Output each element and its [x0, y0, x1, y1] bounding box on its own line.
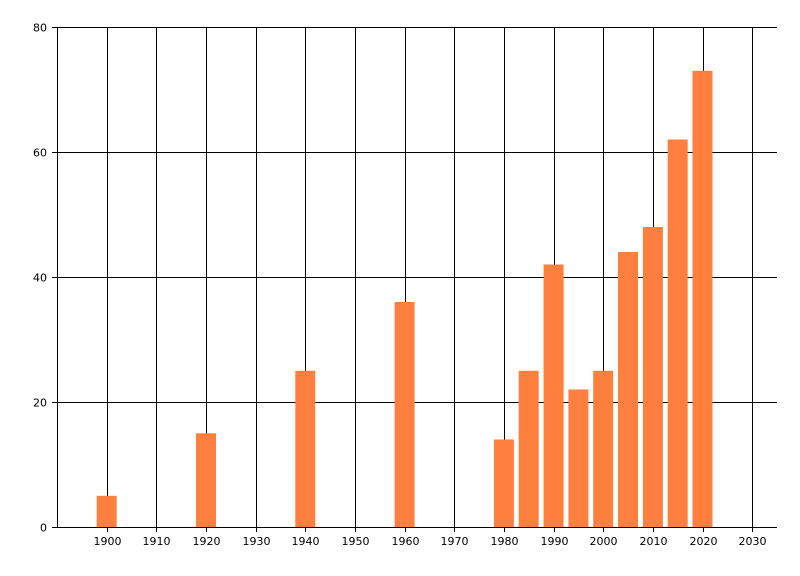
x-tick-label-2020: 2020: [690, 535, 718, 548]
x-tick-label-1950: 1950: [342, 535, 370, 548]
bar-1980: [493, 439, 514, 527]
x-tick-label-2010: 2010: [640, 535, 668, 548]
x-tick-label-1960: 1960: [392, 535, 420, 548]
x-tick-label-2030: 2030: [739, 535, 767, 548]
x-tick-label-1990: 1990: [541, 535, 569, 548]
x-tick-label-1930: 1930: [243, 535, 271, 548]
y-tick-label-60: 60: [33, 147, 47, 160]
bar-1995: [568, 389, 589, 527]
bar-2020: [692, 70, 713, 528]
y-tick-labels: 0 20 40 60 80: [33, 22, 47, 535]
y-tick-label-40: 40: [33, 272, 47, 285]
bar-2000: [593, 370, 614, 528]
y-tick-label-20: 20: [33, 397, 47, 410]
x-tick-label-1970: 1970: [441, 535, 469, 548]
axes: [52, 27, 777, 532]
bar-2015: [667, 139, 688, 527]
bar-2005: [618, 252, 638, 527]
bar-1960: [394, 302, 415, 527]
x-tick-label-1920: 1920: [193, 535, 221, 548]
bars: [96, 70, 713, 528]
bar-1900: [96, 495, 117, 528]
bar-1990: [543, 264, 564, 527]
bar-2010: [642, 227, 663, 527]
x-tick-label-1980: 1980: [491, 535, 519, 548]
y-tick-label-0: 0: [40, 522, 47, 535]
x-tick-label-1940: 1940: [292, 535, 320, 548]
bar-1985: [518, 370, 539, 528]
bar-1920: [196, 433, 216, 528]
x-tick-label-2000: 2000: [590, 535, 618, 548]
x-tick-label-1910: 1910: [143, 535, 171, 548]
y-tick-label-80: 80: [33, 22, 47, 35]
bar-1940: [295, 370, 316, 528]
x-tick-label-1900: 1900: [94, 535, 122, 548]
x-tick-labels: 1900 1910 1920 1930 1940 1950 1960 1970 1980 1990…: [94, 535, 767, 548]
